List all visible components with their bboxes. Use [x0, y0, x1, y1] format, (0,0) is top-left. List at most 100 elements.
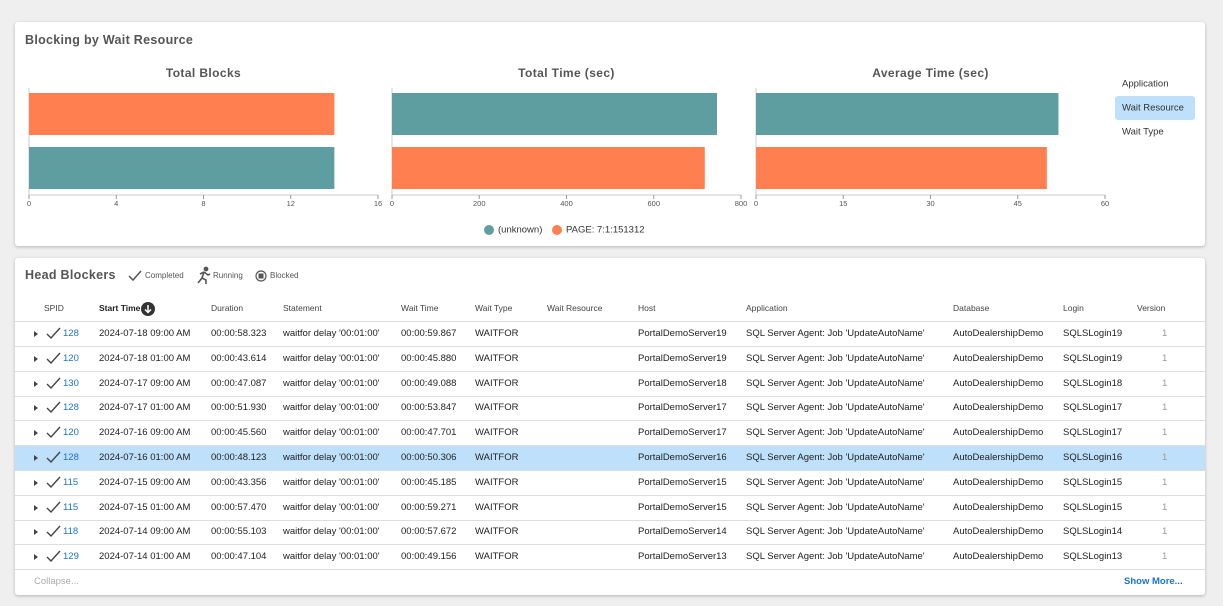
column-header: Wait Resource	[547, 303, 603, 313]
row-icons	[34, 352, 61, 364]
chart-title: Total Time (sec)	[518, 66, 615, 80]
table-cell: AutoDealershipDemo	[953, 501, 1044, 513]
table-cell: SQLSLogin17	[1063, 427, 1123, 439]
table-cell: PortalDemoServer19	[638, 352, 727, 364]
expand-arrow[interactable]	[34, 455, 38, 461]
table-cell: 00:00:45.185	[401, 476, 457, 488]
completed-icon	[46, 501, 61, 513]
column-header: Duration	[211, 303, 244, 313]
column-header: Statement	[283, 303, 322, 313]
expand-arrow[interactable]	[34, 504, 38, 511]
table-cell: WAITFOR	[475, 328, 519, 339]
table-cell: WAITFOR	[475, 352, 519, 364]
spid-link[interactable]: 128	[63, 452, 79, 463]
spid-link[interactable]: 115	[63, 476, 79, 488]
table-row[interactable]: 128 2024-07-16 01:00 AM 00:00:48.123 waitfo…	[15, 446, 1205, 471]
table-cell: 2024-07-18 01:00 AM	[99, 352, 191, 364]
table-cell: waitfor delay '00:01:00'	[283, 526, 380, 538]
show-more-button[interactable]: Show More...	[1124, 576, 1183, 587]
table-cell: 00:00:57.470	[211, 501, 267, 513]
completed-icon	[46, 352, 61, 364]
row-icons	[34, 550, 61, 563]
table-cell: 1	[1162, 352, 1168, 364]
table-cell: waitfor delay '00:01:00'	[283, 452, 380, 463]
charts: Total Blocks 0 4 8 12 16 Total Time (sec) 0 200 4…	[27, 66, 1195, 236]
completed-icon	[46, 451, 61, 464]
column-header[interactable]: Start Time	[99, 303, 141, 313]
column-header: SPID	[44, 303, 64, 313]
table-row[interactable]: 120 2024-07-16 09:00 AM 00:00:45.560 waitfo…	[15, 421, 1205, 447]
column-header: Application	[746, 303, 788, 313]
table-cell: 00:00:43.614	[211, 352, 267, 364]
blocked-icon	[255, 270, 267, 282]
group-option[interactable]: Wait Type	[1122, 127, 1164, 138]
chart-title: Total Blocks	[166, 66, 241, 80]
spid-link[interactable]: 120	[63, 352, 79, 364]
table-cell: 00:00:50.306	[401, 452, 457, 463]
expand-arrow[interactable]	[34, 529, 38, 536]
expand-arrow[interactable]	[34, 405, 38, 412]
table-cell: AutoDealershipDemo	[953, 402, 1044, 414]
table-cell: PortalDemoServer15	[638, 476, 727, 488]
x-tick-label: 0	[754, 199, 758, 208]
table-cell: PortalDemoServer15	[638, 501, 727, 513]
group-option[interactable]: Wait Resource	[1122, 103, 1184, 114]
spid-link[interactable]: 130	[63, 377, 79, 389]
expand-arrow[interactable]	[34, 331, 38, 337]
table-row[interactable]: 130 2024-07-17 09:00 AM 00:00:47.087 waitfo…	[15, 372, 1205, 397]
spid-link[interactable]: 120	[63, 427, 79, 439]
table-row[interactable]: 120 2024-07-18 01:00 AM 00:00:43.614 waitfo…	[15, 347, 1205, 372]
table-row[interactable]: 128 2024-07-17 01:00 AM 00:00:51.930 waitfo…	[15, 396, 1205, 422]
row-icons	[34, 327, 61, 340]
table-panel	[15, 258, 1205, 595]
expand-arrow[interactable]	[34, 380, 38, 387]
spid-link[interactable]: 129	[63, 551, 79, 563]
table-cell: AutoDealershipDemo	[953, 377, 1044, 389]
spid-link[interactable]: 118	[63, 526, 79, 538]
table-cell: WAITFOR	[475, 501, 519, 513]
table-cell: 00:00:51.930	[211, 402, 267, 414]
legend-label: (unknown)	[498, 225, 542, 236]
table-cell: SQLSLogin17	[1063, 402, 1123, 414]
table-cell: 00:00:55.103	[211, 526, 267, 538]
table-row[interactable]: 128 2024-07-18 09:00 AM 00:00:58.323 waitfo…	[15, 322, 1205, 347]
expand-arrow[interactable]	[34, 355, 38, 362]
group-option[interactable]: Application	[1122, 79, 1168, 90]
bar	[392, 147, 705, 189]
table-cell: waitfor delay '00:01:00'	[283, 476, 380, 488]
table-cell: 00:00:47.104	[211, 551, 267, 563]
spid-link[interactable]: 128	[63, 328, 79, 339]
x-tick-label: 45	[1014, 199, 1022, 208]
sort-icon[interactable]	[140, 301, 156, 317]
table-cell: SQL Server Agent: Job 'UpdateAutoName'	[746, 526, 925, 538]
bar	[29, 93, 335, 135]
expand-arrow[interactable]	[34, 430, 38, 437]
x-tick-label: 60	[1101, 199, 1109, 208]
table-row[interactable]: 129 2024-07-14 01:00 AM 00:00:47.104 waitfo…	[15, 545, 1205, 571]
completed-icon	[46, 525, 61, 538]
table-cell: waitfor delay '00:01:00'	[283, 501, 380, 513]
completed-icon	[46, 426, 61, 439]
table-row[interactable]: 115 2024-07-15 01:00 AM 00:00:57.470 waitfo…	[15, 496, 1205, 521]
spid-link[interactable]: 128	[63, 402, 79, 414]
panel-title: Blocking by Wait Resource	[25, 33, 194, 47]
x-tick-label: 30	[926, 199, 934, 208]
expand-arrow[interactable]	[34, 479, 38, 486]
table-cell: 00:00:47.701	[401, 427, 457, 439]
column-header: Version	[1137, 303, 1166, 313]
table-row[interactable]: 115 2024-07-15 09:00 AM 00:00:43.356 waitfo…	[15, 471, 1205, 496]
completed-icon	[46, 377, 61, 389]
row-icons	[34, 377, 61, 389]
table-row[interactable]: 118 2024-07-14 09:00 AM 00:00:55.103 waitfo…	[15, 520, 1205, 546]
table-cell: 2024-07-16 09:00 AM	[99, 427, 191, 439]
table-cell: 00:00:45.560	[211, 427, 267, 439]
x-tick-label: 15	[839, 199, 847, 208]
table-cell: SQLSLogin16	[1063, 452, 1123, 463]
table-cell: AutoDealershipDemo	[953, 328, 1044, 339]
table-cell: SQLSLogin15	[1063, 501, 1123, 513]
spid-link[interactable]: 115	[63, 501, 79, 513]
expand-arrow[interactable]	[34, 554, 38, 561]
column-header: Login	[1063, 303, 1084, 313]
collapse-button[interactable]: Collapse...	[34, 576, 79, 587]
table-cell: PortalDemoServer13	[638, 551, 727, 563]
